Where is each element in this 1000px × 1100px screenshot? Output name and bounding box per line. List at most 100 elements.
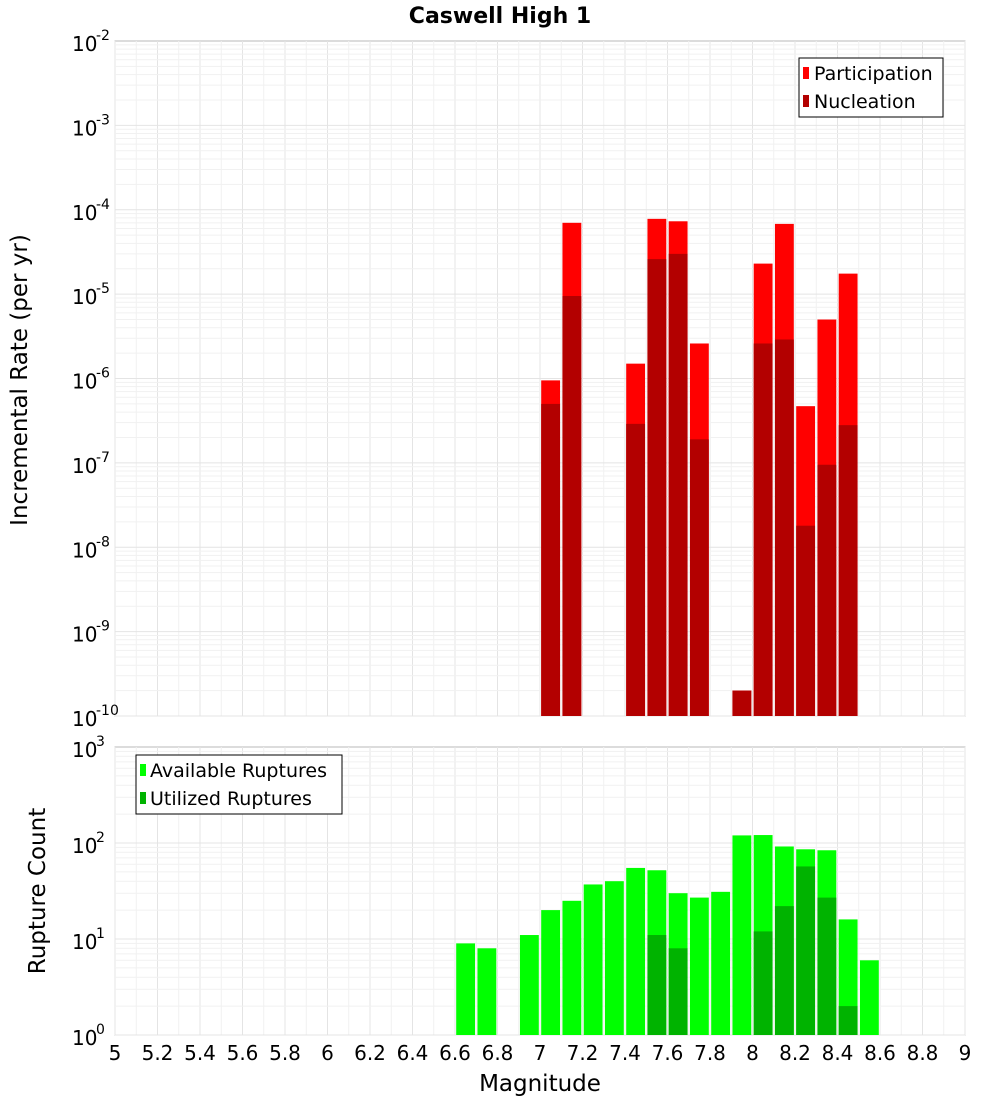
bottom-bar-available-ruptures <box>519 935 539 1035</box>
bottom-bar-available-ruptures <box>541 910 561 1035</box>
top-y-tick-exponent: -6 <box>96 366 110 382</box>
legend-swatch-utilized <box>140 792 146 804</box>
legend-swatch-available <box>140 764 146 776</box>
top-y-tick-label: 10 <box>72 32 97 56</box>
x-tick-label: 5.6 <box>227 1041 259 1065</box>
top-bar-nucleation <box>753 343 773 716</box>
top-legend-box <box>798 57 944 118</box>
x-tick-label: 8.8 <box>907 1041 939 1065</box>
x-axis-title: Magnitude <box>479 1071 601 1097</box>
top-bar-nucleation <box>838 425 858 716</box>
legend-swatch-nucleation <box>803 95 809 107</box>
bottom-bar-available-ruptures <box>711 891 731 1035</box>
top-bar-nucleation <box>647 259 667 716</box>
bottom-y-tick-exponent: 0 <box>96 1022 105 1038</box>
bottom-bar-available-ruptures <box>456 943 476 1035</box>
bottom-y-tick-label: 10 <box>72 1026 97 1050</box>
top-bar-nucleation <box>796 525 816 716</box>
x-tick-label: 5.4 <box>184 1041 216 1065</box>
top-y-tick-label: 10 <box>72 370 97 394</box>
x-ticks: 5 5.2 5.4 5.6 5.8 6 6.2 6.4 6.6 6.8 7 7.2 7.4 7.6 7.8 8… <box>109 1041 972 1065</box>
top-grid <box>114 41 966 717</box>
bottom-bar-available-ruptures <box>562 900 582 1035</box>
bottom-bar-available-ruptures <box>859 960 879 1035</box>
x-tick-label: 6.6 <box>439 1041 471 1065</box>
bottom-bar-utilized-ruptures <box>647 935 667 1035</box>
top-bar-nucleation <box>668 253 688 716</box>
top-y-tick-exponent: -8 <box>96 534 110 550</box>
top-y-tick-exponent: -9 <box>96 619 110 635</box>
bottom-legend: Available Ruptures Utilized Ruptures <box>135 754 343 815</box>
bottom-y-tick-exponent: 1 <box>96 926 105 942</box>
top-y-tick-exponent: -7 <box>96 450 110 466</box>
legend-label-utilized: Utilized Ruptures <box>150 788 312 810</box>
chart-title: Caswell High 1 <box>409 4 591 29</box>
bottom-bar-available-ruptures <box>477 948 497 1035</box>
bottom-y-tick-label: 10 <box>72 738 97 762</box>
bottom-y-tick-exponent: 3 <box>96 734 105 750</box>
top-y-tick-exponent: -5 <box>96 281 110 297</box>
top-y-tick-label: 10 <box>72 623 97 647</box>
bottom-bar-available-ruptures <box>583 884 603 1035</box>
top-bar-nucleation <box>774 339 794 716</box>
bottom-legend-box <box>135 754 343 815</box>
top-y-tick-exponent: -10 <box>96 703 119 719</box>
legend-label-participation: Participation <box>814 63 933 85</box>
top-bar-nucleation <box>626 423 646 716</box>
x-tick-label: 8 <box>746 1041 759 1065</box>
top-y-tick-label: 10 <box>72 201 97 225</box>
bottom-y-tick-exponent: 2 <box>96 830 105 846</box>
top-bar-nucleation <box>689 439 709 716</box>
bottom-bar-utilized-ruptures <box>838 1006 858 1035</box>
x-tick-label: 5.2 <box>142 1041 174 1065</box>
bottom-bar-utilized-ruptures <box>753 931 773 1035</box>
x-tick-label: 7.8 <box>694 1041 726 1065</box>
x-tick-label: 7.4 <box>609 1041 641 1065</box>
x-tick-label: 9 <box>959 1041 972 1065</box>
top-bar-nucleation <box>732 690 752 716</box>
x-tick-label: 7.2 <box>567 1041 599 1065</box>
top-bar-nucleation <box>562 296 582 716</box>
bottom-y-axis-title: Rupture Count <box>25 808 51 974</box>
top-y-tick-exponent: -3 <box>96 112 110 128</box>
top-y-tick-label: 10 <box>72 116 97 140</box>
x-tick-label: 5 <box>109 1041 122 1065</box>
top-y-tick-label: 10 <box>72 538 97 562</box>
top-y-tick-label: 10 <box>72 454 97 478</box>
bottom-bar-available-ruptures <box>689 897 709 1035</box>
bottom-bar-utilized-ruptures <box>668 948 688 1035</box>
x-tick-label: 8.4 <box>822 1041 854 1065</box>
x-tick-label: 6.8 <box>482 1041 514 1065</box>
x-tick-label: 5.8 <box>269 1041 301 1065</box>
top-bar-nucleation <box>541 403 561 716</box>
top-y-tick-label: 10 <box>72 707 97 731</box>
top-y-tick-exponent: -4 <box>96 197 110 213</box>
bottom-bar-utilized-ruptures <box>817 897 837 1035</box>
bottom-y-tick-label: 10 <box>72 930 97 954</box>
bottom-bar-utilized-ruptures <box>774 906 794 1035</box>
x-tick-label: 7 <box>534 1041 547 1065</box>
top-bars <box>541 218 858 716</box>
top-y-tick-label: 10 <box>72 285 97 309</box>
x-tick-label: 6.4 <box>397 1041 429 1065</box>
bottom-y-tick-label: 10 <box>72 834 97 858</box>
x-tick-label: 8.6 <box>864 1041 896 1065</box>
bottom-bar-available-ruptures <box>604 881 624 1035</box>
bottom-bars <box>456 835 879 1035</box>
x-tick-label: 6 <box>321 1041 334 1065</box>
legend-label-nucleation: Nucleation <box>814 91 916 113</box>
top-y-tick-exponent: -2 <box>96 28 110 44</box>
top-legend: Participation Nucleation <box>798 57 944 118</box>
x-tick-label: 8.2 <box>779 1041 811 1065</box>
x-tick-label: 6.2 <box>354 1041 386 1065</box>
legend-swatch-participation <box>803 67 809 79</box>
bottom-bar-available-ruptures <box>626 867 646 1035</box>
x-tick-label: 7.6 <box>652 1041 684 1065</box>
legend-label-available: Available Ruptures <box>150 760 327 782</box>
top-y-axis-title: Incremental Rate (per yr) <box>7 234 33 526</box>
